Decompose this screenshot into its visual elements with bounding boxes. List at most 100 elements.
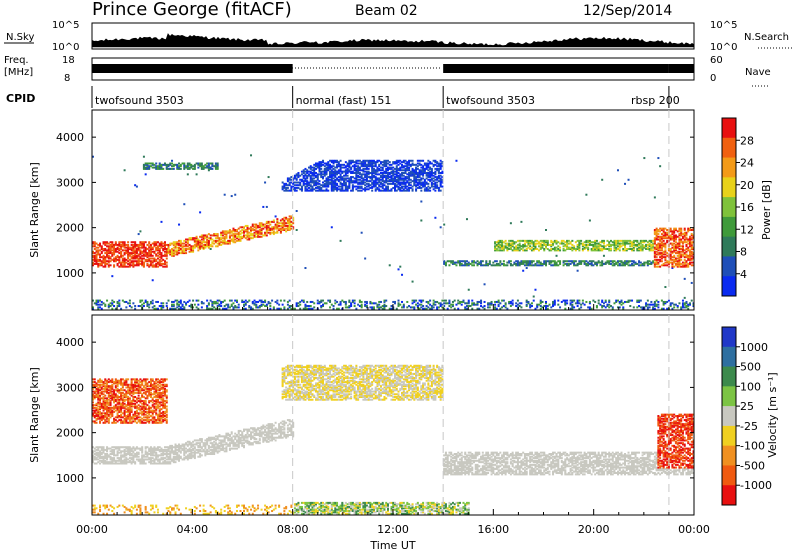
scatter-cell [464,302,467,305]
scatter-cell [646,262,649,265]
scatter-cell [376,167,379,170]
scatter-cell [239,226,242,229]
scatter-cell [388,189,391,192]
scatter-cell [385,170,388,173]
scatter-cell [385,180,388,183]
scatter-cell [165,302,168,305]
scatter-cell [416,186,419,189]
scatter-cell [546,260,549,263]
scatter-cell [232,238,235,241]
scatter-cell [279,230,282,233]
scatter-cell [327,162,330,165]
scatter-cell [118,260,121,263]
scatter-cell [309,176,312,179]
scatter-cell [211,165,214,168]
scatter-cell [153,265,156,268]
scatter-cell [662,264,665,267]
scatter-cell [199,165,202,168]
scatter-cell [230,231,233,234]
scatter-cell [365,305,368,308]
scatter-cell [350,162,353,165]
scatter-cell [430,305,433,308]
scatter-cell [216,162,219,165]
scatter-cell [106,416,109,419]
scatter-cell [499,261,502,264]
scatter-cell [632,249,635,252]
scatter-cell [618,302,621,305]
scatter-cell [578,261,581,264]
scatter-cell [186,241,189,244]
scatter-cell [211,163,214,166]
scatter-cell [636,249,639,252]
scatter-cell [536,261,539,264]
scatter-cell [104,258,107,261]
scatter-cell [655,265,658,268]
scatter-cell [685,245,688,248]
scatter-cell [178,248,181,251]
scatter-cell [92,262,94,265]
scatter-cell [299,181,302,184]
scatter-cell [348,166,351,169]
scatter-cell [343,189,346,192]
scatter-cell [99,262,102,265]
scatter-cell [539,262,542,265]
scatter-cell [499,245,502,248]
scatter-cell [386,189,389,192]
scatter-cell [348,185,351,188]
scatter-cell [193,167,196,170]
scatter-cell [657,233,660,236]
scatter-cell [97,409,100,412]
scatter-cell [190,305,193,308]
scatter-cell [385,186,388,189]
scatter-cell [132,264,135,267]
scatter-cell [350,161,353,164]
scatter-cell [555,264,558,267]
scatter-cell [118,243,121,246]
scatter-cell [104,420,107,423]
scatter-cell [394,170,397,173]
scatter-cell [165,166,168,169]
scatter-cell [383,180,386,183]
scatter-cell [211,305,214,308]
scatter-cell [149,300,152,303]
scatter-cell [132,250,135,253]
scatter-cell [332,159,335,162]
scatter-cell [162,242,165,245]
scatter-cell [156,249,159,252]
scatter-cell [634,245,637,248]
scatter-cell [564,262,567,265]
colorbar-swatch-3 [722,177,736,198]
scatter-cell [404,182,407,185]
scatter-cell [102,451,105,454]
scatter-cell [311,166,314,169]
scatter-cell [102,512,105,515]
scatter-cell [153,243,156,246]
scatter-cell [111,386,114,389]
scatter-cell [641,262,644,265]
scatter-cell [446,260,449,263]
scatter-cell [441,165,444,168]
scatter-cell [372,169,375,172]
scatter-cell [639,246,642,249]
scatter-cell [330,303,333,306]
scatter-cell [465,307,468,310]
scatter-cell [232,229,235,232]
scatter-cell [104,265,107,268]
scatter-cell [673,254,676,257]
scatter-cell [100,455,103,458]
scatter-cell [671,267,674,270]
scatter-cell [627,178,630,181]
scatter-cell [664,250,667,253]
scatter-cell [207,303,210,306]
scatter-cell [104,504,107,507]
scatter-cell [374,177,377,180]
scatter-cell [179,248,182,251]
scatter-cell [539,248,542,251]
scatter-cell [130,256,133,259]
scatter-cell [113,397,116,400]
scatter-cell [371,163,374,166]
scatter-cell [111,459,114,462]
colorbar-swatch-7 [722,256,736,277]
scatter-cell [497,239,500,242]
scatter-cell [193,166,196,169]
